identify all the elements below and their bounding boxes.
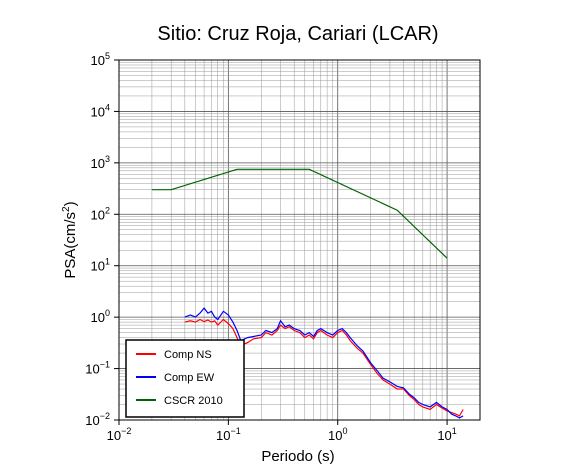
grid <box>118 59 481 421</box>
y-tick-label: 100 <box>91 308 110 325</box>
y-axis-label-main: PSA(cm/s <box>62 212 79 279</box>
y-tick-label: 10−1 <box>85 360 110 377</box>
legend-label: Comp EW <box>164 372 215 384</box>
y-axis-label-close: ) <box>62 201 79 206</box>
y-tick-label: 101 <box>91 257 110 274</box>
x-tick-label: 101 <box>437 426 456 443</box>
plot-frame <box>118 59 481 421</box>
series-layer <box>151 168 464 419</box>
y-tick-label: 103 <box>91 154 110 171</box>
legend-label: CSCR 2010 <box>164 395 223 407</box>
y-axis-label: PSA(cm/s2) <box>61 201 79 278</box>
series-line-1 <box>184 318 464 417</box>
x-tick-labels: 10−2 10−1 100 101 <box>107 420 457 443</box>
y-tick-label: 104 <box>91 102 110 119</box>
y-tick-label: 105 <box>91 51 110 68</box>
x-axis-label: Periodo (s) <box>261 448 334 465</box>
series-line-3 <box>151 168 448 259</box>
y-axis-label-exponent: 2 <box>61 206 72 212</box>
y-tick-labels: 10−2 10−1 100 101 102 103 104 105 <box>85 51 119 428</box>
y-tick-label: 102 <box>91 205 110 222</box>
x-tick-label: 10−2 <box>107 426 132 443</box>
series-line-2 <box>184 307 464 419</box>
legend-box <box>125 339 245 418</box>
x-tick-label: 100 <box>328 426 347 443</box>
y-tick-label: 10−2 <box>85 411 110 428</box>
chart-title: Sitio: Cruz Roja, Cariari (LCAR) <box>157 23 438 45</box>
x-tick-label: 10−1 <box>216 426 241 443</box>
legend: Comp NS Comp EW CSCR 2010 <box>125 339 245 418</box>
legend-label: Comp NS <box>164 349 212 361</box>
